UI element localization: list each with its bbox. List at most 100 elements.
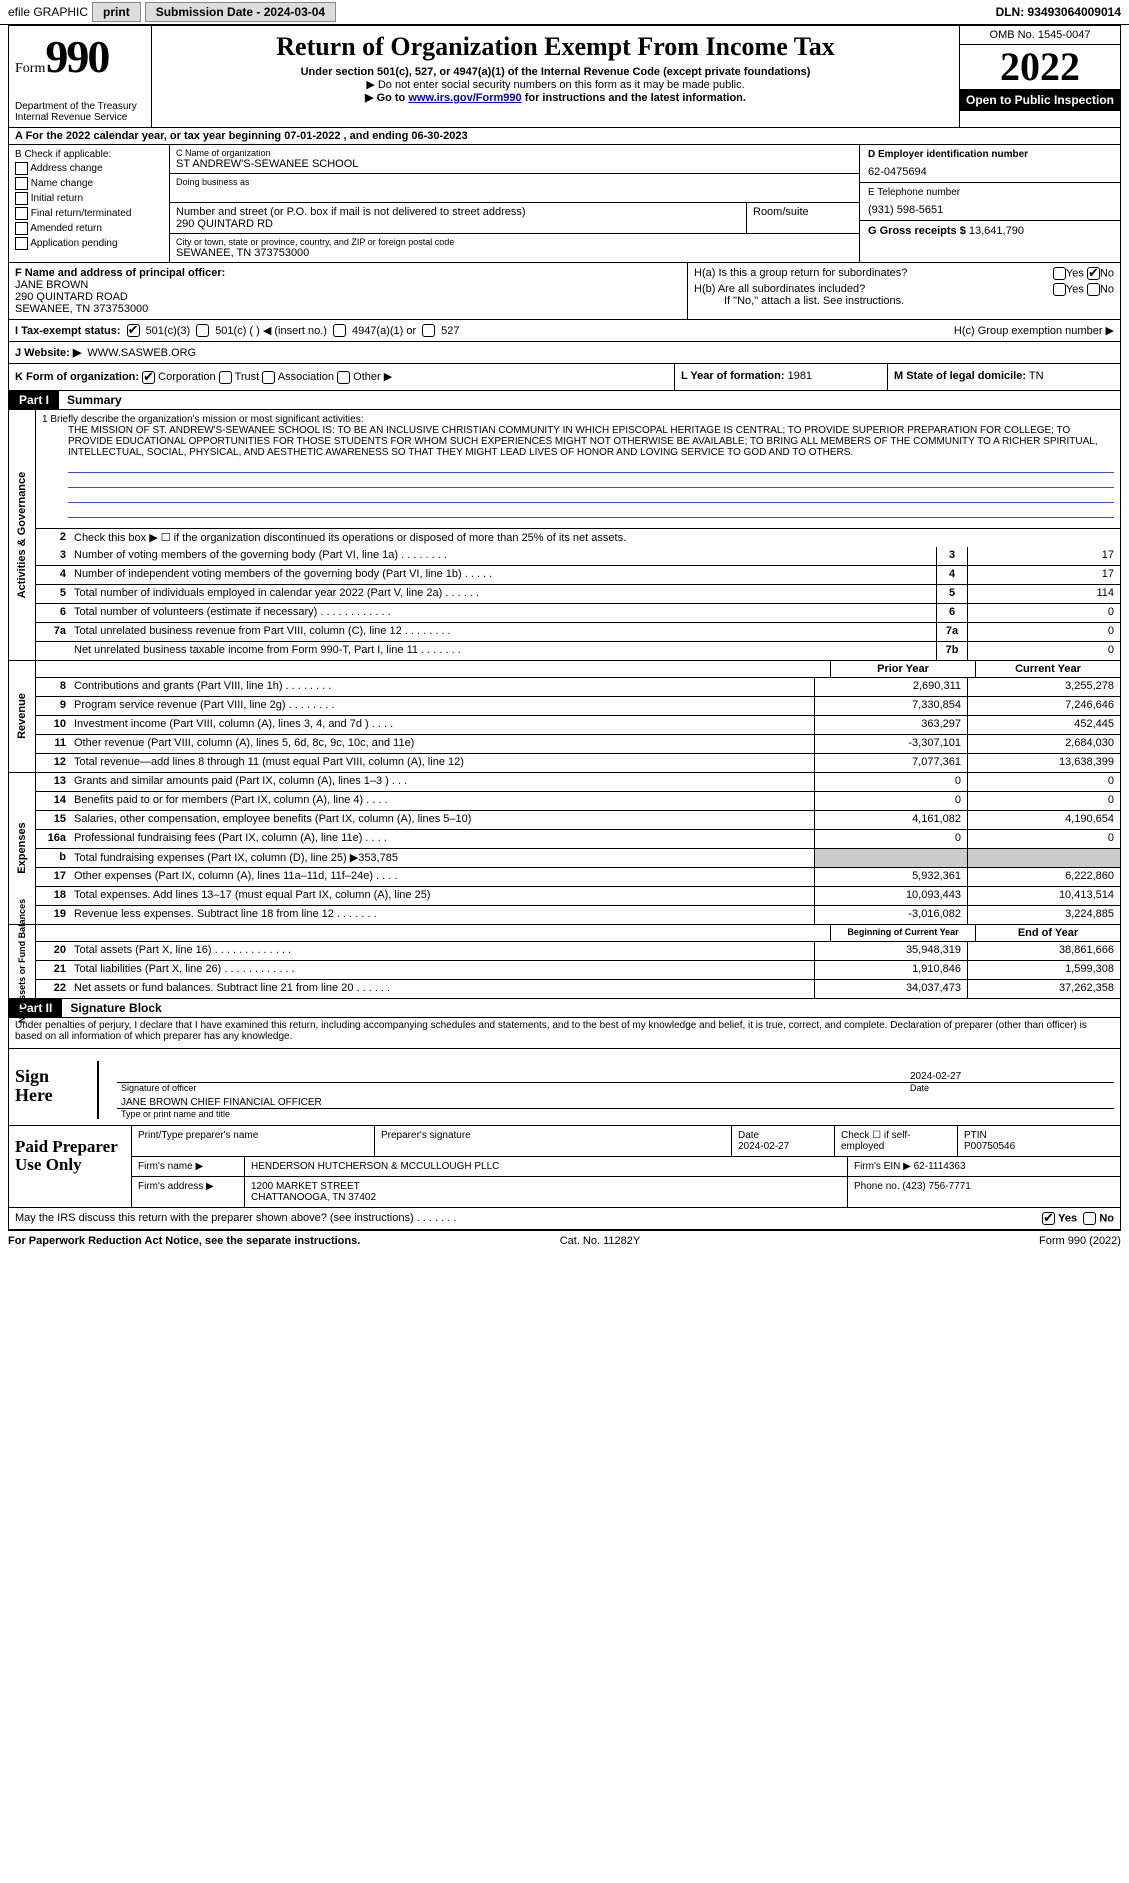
line-number: 19 [36,906,70,924]
form-title: Return of Organization Exempt From Incom… [160,32,951,62]
label-officer: F Name and address of principal officer: [15,267,225,279]
checkbox-icon[interactable] [1087,283,1100,296]
curr-value: 0 [967,773,1120,791]
yes-label: Yes [1058,1212,1077,1224]
print-button[interactable]: print [92,2,141,22]
label-prep-name: Print/Type preparer's name [132,1126,375,1156]
cell-ptin: PTINP00750546 [958,1126,1120,1156]
checkbox-icon[interactable] [337,371,350,384]
top-bar: efile GRAPHIC print Submission Date - 20… [0,0,1129,25]
rule-line [68,490,1114,503]
checkbox-icon[interactable] [422,324,435,337]
line-20: 20 Total assets (Part X, line 16) . . . … [36,942,1120,961]
value-firm-phone: (423) 756-7771 [902,1181,970,1192]
line-15: 15 Salaries, other compensation, employe… [36,811,1120,830]
row-dba: Doing business as [170,174,859,203]
value-prep-date: 2024-02-27 [738,1141,789,1152]
label-state: M State of legal domicile: [894,370,1026,382]
opt-corp: Corporation [158,371,215,383]
checkbox-icon[interactable] [15,237,28,250]
subtitle-1: Under section 501(c), 527, or 4947(a)(1)… [160,66,951,78]
line-number: 12 [36,754,70,772]
line-number: 9 [36,697,70,715]
h-group: H(a) Is this a group return for subordin… [687,263,1120,319]
line-number: 13 [36,773,70,791]
line-desc: Net assets or fund balances. Subtract li… [70,980,814,998]
part2-header: Part II Signature Block [9,999,1120,1018]
cell-phone: E Telephone number (931) 598-5651 [860,183,1120,221]
curr-value: 7,246,646 [967,697,1120,715]
curr-value: 3,224,885 [967,906,1120,924]
tax-year: 2022 [960,45,1120,89]
part1-title: Summary [59,391,130,409]
line-number: 20 [36,942,70,960]
header-mid: Return of Organization Exempt From Incom… [152,26,959,127]
line-desc: Professional fundraising fees (Part IX, … [70,830,814,848]
col-b-header: B Check if applicable: [15,149,163,160]
row-city: City or town, state or province, country… [170,234,859,262]
prior-value: 7,330,854 [814,697,967,715]
label-org-name: C Name of organization [176,148,853,158]
line-9: 9 Program service revenue (Part VIII, li… [36,697,1120,716]
label-address: Number and street (or P.O. box if mail i… [176,206,740,218]
label-typed-name: Type or print name and title [117,1109,1114,1119]
checkbox-icon[interactable] [15,207,28,220]
checkbox-icon[interactable] [196,324,209,337]
k-form-org: K Form of organization: Corporation Trus… [9,364,675,390]
submission-date-button[interactable]: Submission Date - 2024-03-04 [145,2,336,22]
line-desc: Other revenue (Part VIII, column (A), li… [70,735,814,753]
line-number: 16a [36,830,70,848]
line-number: 15 [36,811,70,829]
no-label: No [1100,267,1114,279]
prior-value: 0 [814,773,967,791]
line-number: 2 [36,529,70,547]
prep-row-1: Print/Type preparer's name Preparer's si… [132,1126,1120,1157]
spacer [36,661,830,677]
checkbox-icon[interactable] [219,371,232,384]
label-sig-officer: Signature of officer [121,1083,910,1093]
label-gross: G Gross receipts $ [868,225,966,237]
room-cell: Room/suite [747,203,859,233]
form-number: Form990 [15,30,145,83]
checkbox-icon[interactable] [127,324,140,337]
checkbox-icon[interactable] [1042,1212,1055,1225]
line-22: 22 Net assets or fund balances. Subtract… [36,980,1120,998]
opt-other: Other ▶ [353,371,392,383]
dln-label: DLN: 93493064009014 [996,5,1121,19]
line-desc: Total revenue—add lines 8 through 11 (mu… [70,754,814,772]
form-word: Form [15,61,45,76]
line-number: 18 [36,887,70,905]
line-5: 5 Total number of individuals employed i… [36,585,1120,604]
line-desc: Check this box ▶ ☐ if the organization d… [70,529,1120,547]
checkbox-icon[interactable] [15,192,28,205]
part1-header: Part I Summary [9,391,1120,410]
checkbox-icon[interactable] [15,162,28,175]
opt-4947: 4947(a)(1) or [352,325,416,337]
checkbox-icon[interactable] [1083,1212,1096,1225]
checkbox-icon[interactable] [262,371,275,384]
f-officer: F Name and address of principal officer:… [9,263,687,319]
line-number: 6 [36,604,70,622]
irs-link[interactable]: www.irs.gov/Form990 [408,92,521,104]
checkbox-icon[interactable] [1087,267,1100,280]
line-3: 3 Number of voting members of the govern… [36,547,1120,566]
address-cell: Number and street (or P.O. box if mail i… [170,203,747,233]
checkbox-icon[interactable] [15,177,28,190]
chk-name-change: Name change [15,177,163,190]
line-desc: Total unrelated business revenue from Pa… [70,623,936,641]
m-state-domicile: M State of legal domicile: TN [888,364,1120,390]
checkbox-icon[interactable] [333,324,346,337]
line-number: 10 [36,716,70,734]
checkbox-icon[interactable] [15,222,28,235]
checkbox-icon[interactable] [142,371,155,384]
chk-label: Name change [31,178,93,189]
checkbox-icon[interactable] [1053,283,1066,296]
paid-preparer-label: Paid Preparer Use Only [9,1126,131,1207]
line-box: 5 [936,585,967,603]
form-990-number: 990 [45,31,108,82]
discuss-row: May the IRS discuss this return with the… [9,1208,1120,1230]
end-value: 38,861,666 [967,942,1120,960]
value-gross: 13,641,790 [969,225,1024,237]
officer-name: JANE BROWN [15,279,681,291]
checkbox-icon[interactable] [1053,267,1066,280]
